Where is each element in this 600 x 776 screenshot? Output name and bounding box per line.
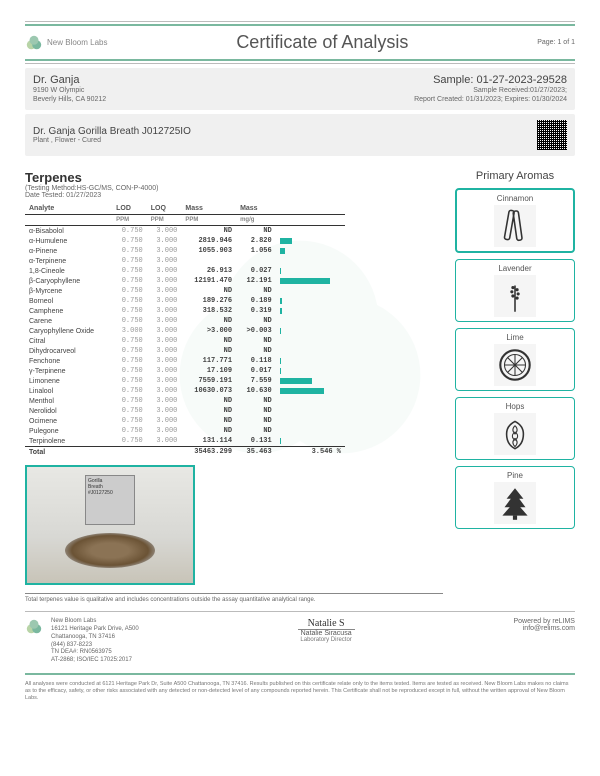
unit-lod: PPM xyxy=(112,215,147,226)
client-addr1: 9190 W Olympic xyxy=(33,86,106,95)
table-row: Ocimene0.7503.000NDND xyxy=(25,416,345,426)
table-row: β-Caryophyllene0.7503.00012191.47012.191 xyxy=(25,276,345,286)
client-addr2: Beverly Hills, CA 90212 xyxy=(33,95,106,104)
aroma-hops: Hops xyxy=(455,397,575,460)
sample-report: Report Created: 01/31/2023; Expires: 01/… xyxy=(414,95,567,104)
table-row: γ-Terpinene0.7503.00017.1090.017 xyxy=(25,366,345,376)
table-row: Limonene0.7503.0007559.1917.559 xyxy=(25,376,345,386)
client-name: Dr. Ganja xyxy=(33,74,106,86)
primary-aromas: Primary Aromas CinnamonLavenderLimeHopsP… xyxy=(455,170,575,603)
table-row: Borneol0.7503.000189.2760.189 xyxy=(25,296,345,306)
terpenes-title: Terpenes xyxy=(25,170,443,185)
aroma-cinnamon: Cinnamon xyxy=(455,188,575,253)
footer-address: New Bloom Labs16121 Heritage Park Drive,… xyxy=(51,618,139,665)
contact-email: info@relims.com xyxy=(514,625,575,632)
product-type: Plant , Flower - Cured xyxy=(33,137,191,144)
header: New Bloom Labs Certificate of Analysis P… xyxy=(25,28,575,57)
footer: New Bloom Labs16121 Heritage Park Drive,… xyxy=(25,611,575,671)
table-row: Caryophyllene Oxide3.0003.000>3.000>0.00… xyxy=(25,326,345,336)
unit-loq: PPM xyxy=(147,215,182,226)
table-row: β-Myrcene0.7503.000NDND xyxy=(25,286,345,296)
powered-by: Powered by reLIMS xyxy=(514,618,575,625)
footer-logo-icon xyxy=(25,618,43,636)
signatory-role: Laboratory Director xyxy=(298,637,355,643)
terpenes-method: (Testing Method:HS-GC/MS, CON-P-4000) xyxy=(25,185,443,192)
company-logo: New Bloom Labs xyxy=(25,34,107,52)
col-lod: LOD xyxy=(112,203,147,215)
sample-received: Sample Received:01/27/2023; xyxy=(414,86,567,95)
col-mass-ppm: Mass xyxy=(181,203,236,215)
table-row: α-Terpinene0.7503.000 xyxy=(25,256,345,266)
table-row: α-Bisabolol0.7503.000NDND xyxy=(25,226,345,237)
table-row: Terpinolene0.7503.000131.1140.131 xyxy=(25,436,345,447)
table-row: Nerolidol0.7503.000NDND xyxy=(25,406,345,416)
client-sample-info: Dr. Ganja 9190 W Olympic Beverly Hills, … xyxy=(25,68,575,110)
product-info: Dr. Ganja Gorilla Breath J012725IO Plant… xyxy=(25,114,575,156)
photo-dish xyxy=(65,533,155,568)
table-row: Menthol0.7503.000NDND xyxy=(25,396,345,406)
table-row: 1,8-Cineole0.7503.00026.9130.027 xyxy=(25,266,345,276)
product-name: Dr. Ganja Gorilla Breath J012725IO xyxy=(33,126,191,137)
table-row: Camphene0.7503.000318.5320.319 xyxy=(25,306,345,316)
unit-ppm: PPM xyxy=(181,215,236,226)
page-number: Page: 1 of 1 xyxy=(537,39,575,46)
table-row: Carene0.7503.000NDND xyxy=(25,316,345,326)
table-row: α-Humulene0.7503.0002819.9462.820 xyxy=(25,236,345,246)
table-row: Citral0.7503.000NDND xyxy=(25,336,345,346)
terpenes-note: Total terpenes value is qualitative and … xyxy=(25,593,443,603)
sample-id: Sample: 01-27-2023-29528 xyxy=(414,74,567,86)
table-total-row: Total35463.29935.4633.546 % xyxy=(25,447,345,458)
qr-code xyxy=(537,120,567,150)
col-analyte: Analyte xyxy=(25,203,112,215)
aroma-lavender: Lavender xyxy=(455,259,575,322)
terpenes-table: Analyte LOD LOQ Mass Mass PPM PPM PPM mg… xyxy=(25,203,345,457)
aromas-title: Primary Aromas xyxy=(455,170,575,182)
table-row: Pulegone0.7503.000NDND xyxy=(25,426,345,436)
col-mass-mg: Mass xyxy=(236,203,276,215)
footer-right: Powered by reLIMS info@relims.com xyxy=(514,618,575,632)
photo-label: GorillaBreath#J0127250 xyxy=(85,475,135,525)
signature-image: Natalie S xyxy=(298,618,355,630)
table-row: Linalool0.7503.00010630.07310.630 xyxy=(25,386,345,396)
table-row: Dihydrocarveol0.7503.000NDND xyxy=(25,346,345,356)
sample-photo: GorillaBreath#J0127250 xyxy=(25,465,195,585)
table-row: α-Pinene0.7503.0001055.9031.056 xyxy=(25,246,345,256)
disclaimer: All analyses were conducted at 6121 Heri… xyxy=(25,681,575,702)
table-row: Fenchone0.7503.000117.7710.118 xyxy=(25,356,345,366)
terpenes-date: Date Tested: 01/27/2023 xyxy=(25,192,443,199)
unit-mg: mg/g xyxy=(236,215,276,226)
aroma-pine: Pine xyxy=(455,466,575,529)
company-name: New Bloom Labs xyxy=(47,38,107,47)
footer-signature: Natalie S Natalie Siracusa Laboratory Di… xyxy=(298,618,355,643)
signatory-name: Natalie Siracusa xyxy=(298,630,355,637)
aroma-lime: Lime xyxy=(455,328,575,391)
page-title: Certificate of Analysis xyxy=(236,32,408,53)
col-loq: LOQ xyxy=(147,203,182,215)
